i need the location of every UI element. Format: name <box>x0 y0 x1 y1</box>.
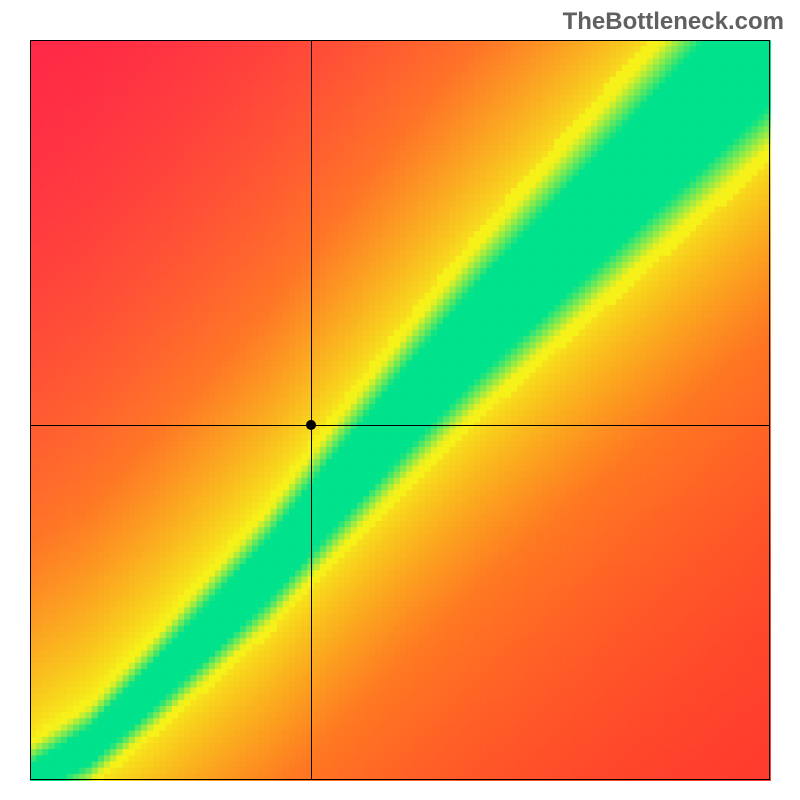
chart-container: TheBottleneck.com <box>0 0 800 800</box>
watermark-text: TheBottleneck.com <box>563 8 784 36</box>
bottleneck-heatmap <box>0 0 800 800</box>
